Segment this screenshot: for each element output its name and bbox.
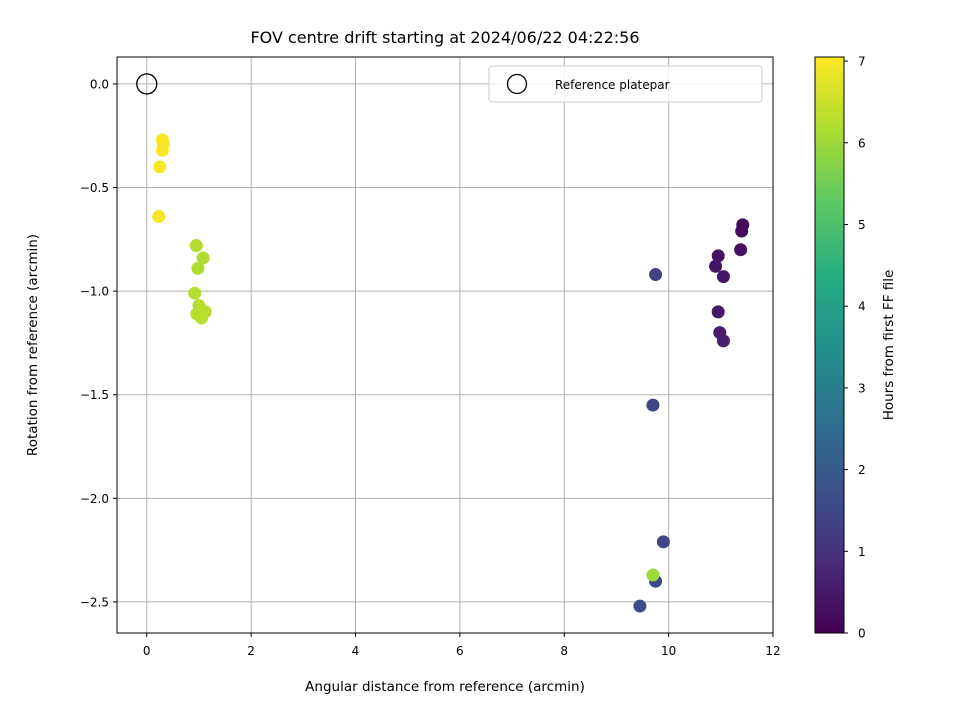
- colorbar-tick-label: 6: [858, 136, 866, 150]
- legend-box: [488, 65, 763, 103]
- data-point: [716, 270, 730, 284]
- data-point: [711, 305, 725, 319]
- colorbar-tick-label: 5: [858, 218, 866, 232]
- x-tick-label: 4: [352, 644, 360, 658]
- data-point: [633, 599, 647, 613]
- colorbar-gradient: [814, 56, 845, 634]
- y-tick-label: −2.0: [80, 492, 109, 506]
- legend-marker-reference: [506, 73, 528, 95]
- data-point: [649, 268, 663, 282]
- x-tick-label: 8: [560, 644, 568, 658]
- data-point: [734, 243, 748, 257]
- y-axis: 0.0 −0.5 −1.0 −1.5 −2.0 −2.5: [80, 77, 117, 609]
- x-axis-label: Angular distance from reference (arcmin): [305, 679, 585, 695]
- x-tick-label: 6: [456, 644, 464, 658]
- y-tick-label: 0.0: [90, 77, 109, 91]
- data-point: [646, 398, 660, 412]
- x-tick-label: 12: [765, 644, 780, 658]
- colorbar-tick-label: 2: [858, 463, 866, 477]
- data-point: [155, 143, 169, 157]
- chart-title: FOV centre drift starting at 2024/06/22 …: [250, 28, 639, 47]
- data-point: [711, 249, 725, 263]
- data-point: [735, 224, 749, 238]
- y-tick-label: −1.0: [80, 285, 109, 299]
- x-tick-label: 2: [247, 644, 255, 658]
- colorbar-tick-label: 4: [858, 300, 866, 314]
- data-point: [656, 535, 670, 549]
- reference-point-marker: [136, 73, 158, 95]
- grid: [117, 57, 774, 633]
- plot-frame: [116, 56, 774, 634]
- data-point: [191, 261, 205, 275]
- data-point: [188, 286, 202, 300]
- y-tick-label: −2.5: [80, 595, 109, 609]
- data-point: [195, 311, 209, 325]
- y-tick-label: −0.5: [80, 181, 109, 195]
- colorbar: 0 1 2 3 4 5 6 7 Hours from first FF file: [814, 55, 897, 641]
- x-tick-label: 0: [143, 644, 151, 658]
- data-point: [709, 259, 723, 273]
- data-points: [152, 133, 750, 613]
- colorbar-label: Hours from first FF file: [881, 270, 897, 421]
- colorbar-ticks: 0 1 2 3 4 5 6 7: [844, 55, 866, 641]
- data-point: [152, 210, 166, 224]
- reference-layer: [136, 73, 158, 95]
- colorbar-tick-label: 1: [858, 545, 866, 559]
- data-point: [646, 568, 660, 582]
- data-point: [196, 251, 210, 265]
- y-tick-label: −1.5: [80, 388, 109, 402]
- x-axis: 0 2 4 6 8 10 12: [143, 633, 781, 658]
- legend: Reference platepar: [488, 65, 763, 103]
- colorbar-tick-label: 3: [858, 381, 866, 395]
- colorbar-tick-label: 7: [858, 55, 866, 69]
- data-point: [189, 239, 203, 253]
- x-tick-label: 10: [661, 644, 676, 658]
- data-point: [153, 160, 167, 174]
- colorbar-tick-label: 0: [858, 627, 866, 641]
- y-axis-label: Rotation from reference (arcmin): [25, 234, 41, 456]
- data-point: [716, 334, 730, 348]
- legend-label-reference: Reference platepar: [555, 78, 670, 92]
